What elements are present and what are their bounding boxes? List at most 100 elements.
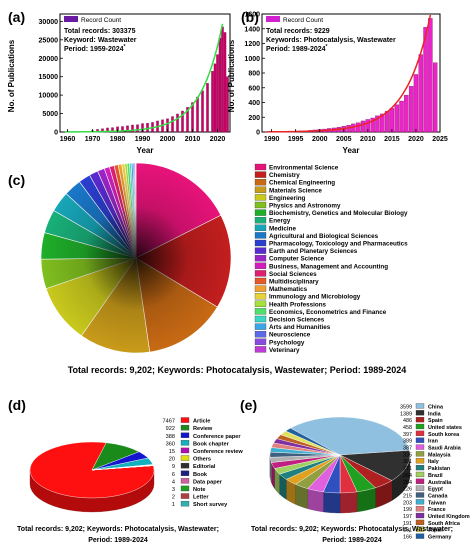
panel-c-legend-swatch: [254, 163, 267, 171]
panel-c-legend-label: Chemical Engineering: [269, 180, 335, 187]
panel-c-legend-swatch: [254, 224, 267, 231]
panel-c-legend-label: Decision Sciences: [269, 317, 325, 324]
panel-b-x-tick-label: 2005: [336, 136, 352, 143]
panel-b-y-tick-label: 1000: [244, 56, 260, 63]
panel-e-legend-count: 271: [403, 466, 412, 472]
panel-a-bar: [206, 83, 209, 133]
panel-a-bar: [226, 76, 229, 133]
panel-e-legend-swatch: [415, 499, 425, 505]
panel-e-legend-label: Brazil: [428, 473, 443, 479]
panel-e-slice: [290, 416, 410, 456]
panel-c-legend-label: Veterinary: [269, 347, 300, 354]
panel-e-legend-swatch: [415, 533, 425, 539]
panel-a-bar: [216, 54, 219, 133]
panel-b-bar: [384, 111, 390, 133]
panel-e-legend-label: Japan: [428, 528, 444, 534]
panel-c-legend-swatch: [254, 277, 267, 285]
panel-d-legend-count: 15: [169, 449, 175, 455]
panel-b-x-tick-label: 2025: [432, 136, 448, 143]
panel-b-info-total: Total records: 9229: [266, 28, 330, 35]
panel-a-bar: [186, 107, 189, 133]
panel-a-info-period-text: Period: 1959-2024: [64, 46, 124, 53]
panel-b-x-tick-label: 2000: [312, 136, 328, 143]
panel-e-legend-label: Italy: [428, 459, 439, 465]
panel-a-bar: [211, 71, 214, 133]
panel-e-legend-count: 264: [403, 473, 412, 479]
panel-b-bar: [375, 115, 380, 133]
panel-c-legend-label: Business, Management and Accounting: [269, 263, 388, 270]
panel-c-legend-swatch: [254, 285, 267, 292]
panel-a-x-axis-label: Year: [137, 146, 154, 155]
panel-a-bar: [136, 124, 139, 133]
panel-c-legend-label: Engineering: [269, 195, 306, 202]
panel-b-bar: [404, 94, 409, 133]
panel-d-legend-count: 9: [172, 464, 175, 470]
panel-c-legend-label: Multidisciplinary: [269, 279, 319, 286]
panel-b-y-tick-label: 1600: [244, 12, 260, 19]
panel-e-legend-swatch: [415, 437, 425, 443]
panel-d-legend-count: 3: [172, 487, 175, 493]
panel-d-legend-swatch: [180, 462, 190, 469]
panel-b-y-tick-label: 800: [248, 71, 260, 78]
panel-d-legend-label: Letter: [193, 495, 209, 501]
panel-b-y-tick-label: 1400: [244, 26, 260, 33]
panel-d-legend-label: Short survey: [193, 502, 228, 508]
panel-d-legend-count: 388: [166, 434, 175, 440]
panel-d-legend-swatch: [180, 447, 190, 454]
panel-b-x-tick-label: 1995: [288, 136, 304, 143]
panel-d-label: (d): [8, 397, 26, 413]
panel-e-legend-label: Germany: [428, 535, 451, 541]
panel-d-legend: 7467 Article 922 Review 388 Conference paper 3…: [163, 417, 243, 508]
panel-b-legend-swatch: [266, 16, 280, 22]
panel-e-slice-side: [323, 491, 341, 514]
panel-e-caption-line1: Total records: 9,202; Keywords: Photocat…: [251, 526, 453, 533]
panel-c-legend-swatch: [254, 194, 267, 201]
panel-e-legend-count: 226: [403, 487, 412, 493]
panel-d-legend-count: 20: [169, 457, 175, 463]
panel-a-info-mark: *: [124, 44, 126, 50]
panel-d-pie: [29, 441, 155, 513]
panel-d-legend-swatch: [180, 493, 190, 499]
panel-a-bar: [121, 126, 124, 133]
panel-d-legend-label: Note: [193, 487, 205, 493]
panel-a-y-ticks: 0 5000 10000 15000 20000 25000 30000: [39, 19, 63, 137]
panel-d-caption-line1: Total records: 9,202; Keywords: Photocat…: [17, 526, 219, 533]
panel-a-bar: [146, 123, 149, 133]
panel-e-legend-count: 335: [403, 452, 412, 458]
panel-c-legend-swatch: [254, 201, 267, 209]
panel-a-info-keyword: Keyword: Wastewater: [64, 37, 137, 44]
panel-a-bar: [213, 63, 217, 133]
panel-e-legend-label: Iran: [428, 439, 438, 445]
panel-e-legend-label: Saudi Arabia: [428, 446, 462, 452]
panel-e-legend-label: Canada: [428, 493, 448, 499]
panel-a-bar: [221, 26, 224, 133]
panel-c: (c) Environmental ScienceChemistryChemic…: [8, 162, 408, 375]
panel-c-legend-swatch: [254, 315, 267, 323]
panel-e-legend-count: 301: [403, 459, 412, 465]
panel-c-legend-label: Agricultural and Biological Sciences: [269, 233, 379, 240]
panel-d-legend-count: 2: [172, 495, 175, 501]
panel-d-legend-swatch: [180, 470, 190, 476]
panel-d-legend-swatch: [180, 424, 190, 431]
panel-d-legend-swatch: [180, 500, 190, 507]
panel-d-legend-swatch: [180, 485, 190, 492]
panel-d-legend-swatch: [180, 440, 190, 446]
panel-c-legend-label: Social Sciences: [269, 271, 317, 278]
panel-e-legend-label: Taiwan: [428, 500, 446, 506]
panel-e-legend-label: China: [428, 404, 444, 410]
panel-e-slice-side: [339, 491, 358, 514]
panel-b-bar: [394, 104, 399, 133]
panel-e-legend-swatch: [415, 451, 425, 457]
panel-a-bar: [171, 116, 174, 133]
panel-a-x-tick-label: 1980: [110, 136, 126, 143]
panel-a-x-ticks: 1960 1970 1980 1990 2000 2010 2020: [60, 129, 225, 143]
panel-e-legend-swatch: [415, 478, 425, 484]
panel-d-legend-label: Conference review: [193, 449, 243, 455]
panel-b-bars: [264, 18, 438, 133]
panel-e-legend-count: 3599: [400, 404, 412, 410]
panel-d-legend-swatch: [180, 455, 190, 461]
panel-c-legend-swatch: [254, 239, 267, 247]
panel-b-y-ticks: 0 200 400 600 800 1000 1200 1400 1600: [244, 12, 265, 137]
